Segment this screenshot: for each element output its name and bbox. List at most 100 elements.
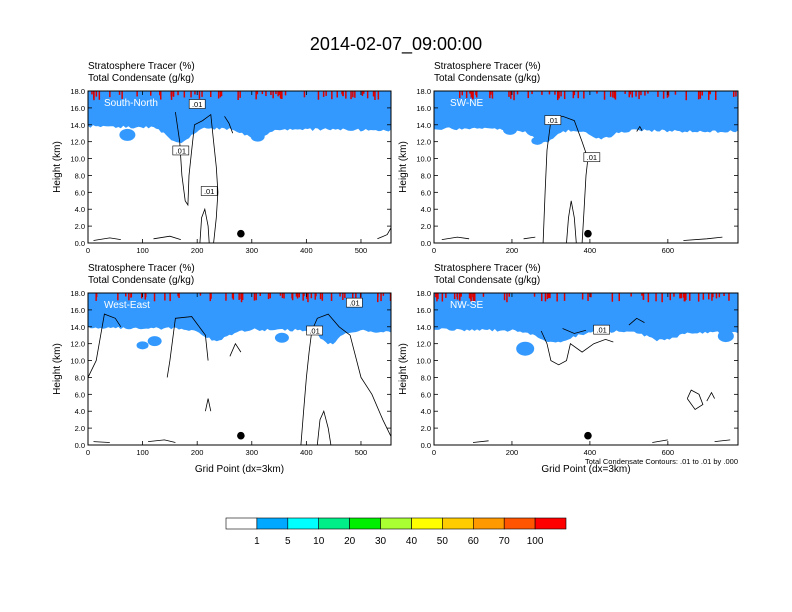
tracer-streak	[145, 293, 147, 298]
tracer-streak	[513, 91, 515, 101]
tracer-streak	[563, 293, 566, 301]
contour-label: .01	[587, 153, 597, 162]
x-tick-label: 0	[432, 246, 436, 255]
contour-line	[714, 439, 731, 442]
tracer-streak	[279, 91, 282, 98]
tracer-streak	[544, 293, 547, 302]
tracer-streak	[272, 91, 274, 99]
tracer-streak	[95, 293, 98, 298]
tracer-streak	[718, 293, 721, 298]
contour-note: Total Condensate Contours: .01 to .01 by…	[585, 457, 738, 466]
tracer-field	[434, 293, 738, 445]
contour-line	[562, 328, 587, 334]
tracer-streak	[283, 293, 285, 299]
tracer-streak	[136, 91, 138, 97]
y-tick-label: 12.0	[70, 138, 85, 147]
y-tick-label: 14.0	[416, 323, 431, 332]
y-tick-label: 2.0	[421, 222, 431, 231]
contour-line	[88, 313, 122, 378]
tracer-streak	[344, 293, 346, 298]
tracer-streak	[459, 293, 461, 299]
tracer-streak	[460, 293, 462, 297]
tracer-streak	[712, 293, 714, 298]
tracer-streak	[201, 91, 203, 97]
tracer-streak	[475, 91, 477, 96]
tracer-streak	[325, 91, 327, 96]
y-tick-label: 14.0	[70, 121, 85, 130]
tracer-streak	[382, 293, 385, 296]
tracer-streak	[711, 293, 713, 301]
colorbar-label: 100	[527, 536, 544, 547]
tracer-streak	[279, 293, 282, 296]
tracer-streak	[331, 91, 333, 100]
tracer-streak	[541, 293, 543, 302]
y-tick-label: 0.0	[421, 239, 431, 248]
tracer-streak	[198, 91, 201, 99]
tracer-streak	[685, 293, 687, 300]
tracer-streak	[577, 91, 579, 99]
tracer-streak	[581, 293, 584, 300]
tracer-streak	[491, 91, 494, 99]
label-stratosphere-tracer: Stratosphere Tracer (%)	[88, 61, 195, 72]
tracer-streak	[573, 91, 576, 96]
tracer-blob	[250, 131, 265, 142]
tracer-streak	[548, 91, 551, 95]
y-tick-label: 12.0	[70, 340, 85, 349]
condensate-contours	[441, 115, 723, 243]
tracer-streak	[321, 293, 324, 301]
tracer-blob	[531, 136, 544, 145]
tracer-streak	[118, 91, 121, 95]
tracer-streak	[661, 293, 663, 303]
tracer-streak	[669, 293, 671, 301]
tracer-streak	[117, 293, 119, 301]
condensate-contours	[88, 313, 391, 445]
tracer-streak	[303, 91, 306, 98]
tracer-streak	[355, 293, 357, 302]
tracer-streak	[556, 293, 558, 302]
x-tick-label: 0	[432, 448, 436, 457]
tracer-streak	[590, 293, 592, 298]
contour-line	[205, 398, 212, 412]
tracer-streak	[352, 293, 354, 300]
tracer-streak	[255, 91, 257, 100]
tracer-streak	[469, 91, 471, 94]
tracer-streak	[241, 293, 244, 300]
panel-sw-ne: .01 .01 SW-NE Stratosphere Tracer (%)Total …	[398, 61, 739, 255]
panel-name: South-North	[104, 98, 158, 109]
contour-line	[706, 391, 715, 402]
tracer-streak	[527, 91, 529, 99]
tracer-streak	[629, 91, 632, 95]
tracer-streak	[159, 91, 161, 96]
tracer-streak	[255, 293, 257, 301]
tracer-streak	[380, 293, 382, 302]
y-tick-label: 16.0	[416, 306, 431, 315]
y-tick-label: 0.0	[75, 441, 85, 450]
tracer-streak	[674, 91, 677, 95]
tracer-streak	[603, 91, 606, 100]
colorbar-label: 30	[375, 536, 387, 547]
tracer-streak	[655, 293, 657, 302]
tracer-streak	[177, 91, 179, 96]
panel-south-north: .01 .01 .01 South-North Stratosphere Tracer …	[52, 61, 392, 255]
tracer-streak	[342, 293, 344, 300]
tracer-streak	[141, 293, 143, 299]
tracer-streak	[277, 91, 279, 97]
tracer-streak	[366, 91, 369, 99]
contour-label-box	[306, 325, 323, 336]
tracer-streak	[306, 293, 308, 299]
tracer-streak	[130, 293, 133, 298]
y-tick-label: 10.0	[416, 155, 431, 164]
tracer-streak	[441, 293, 444, 302]
y-tick-label: 18.0	[70, 289, 85, 298]
x-tick-label: 200	[506, 448, 519, 457]
tracer-streak	[715, 91, 717, 100]
y-tick-label: 16.0	[416, 104, 431, 113]
tracer-streak	[314, 293, 316, 300]
x-tick-label: 600	[662, 448, 675, 457]
tracer-streak	[465, 91, 468, 99]
colorbar-label: 20	[344, 536, 356, 547]
tracer-streak	[611, 293, 614, 302]
tracer-streak	[98, 91, 101, 100]
